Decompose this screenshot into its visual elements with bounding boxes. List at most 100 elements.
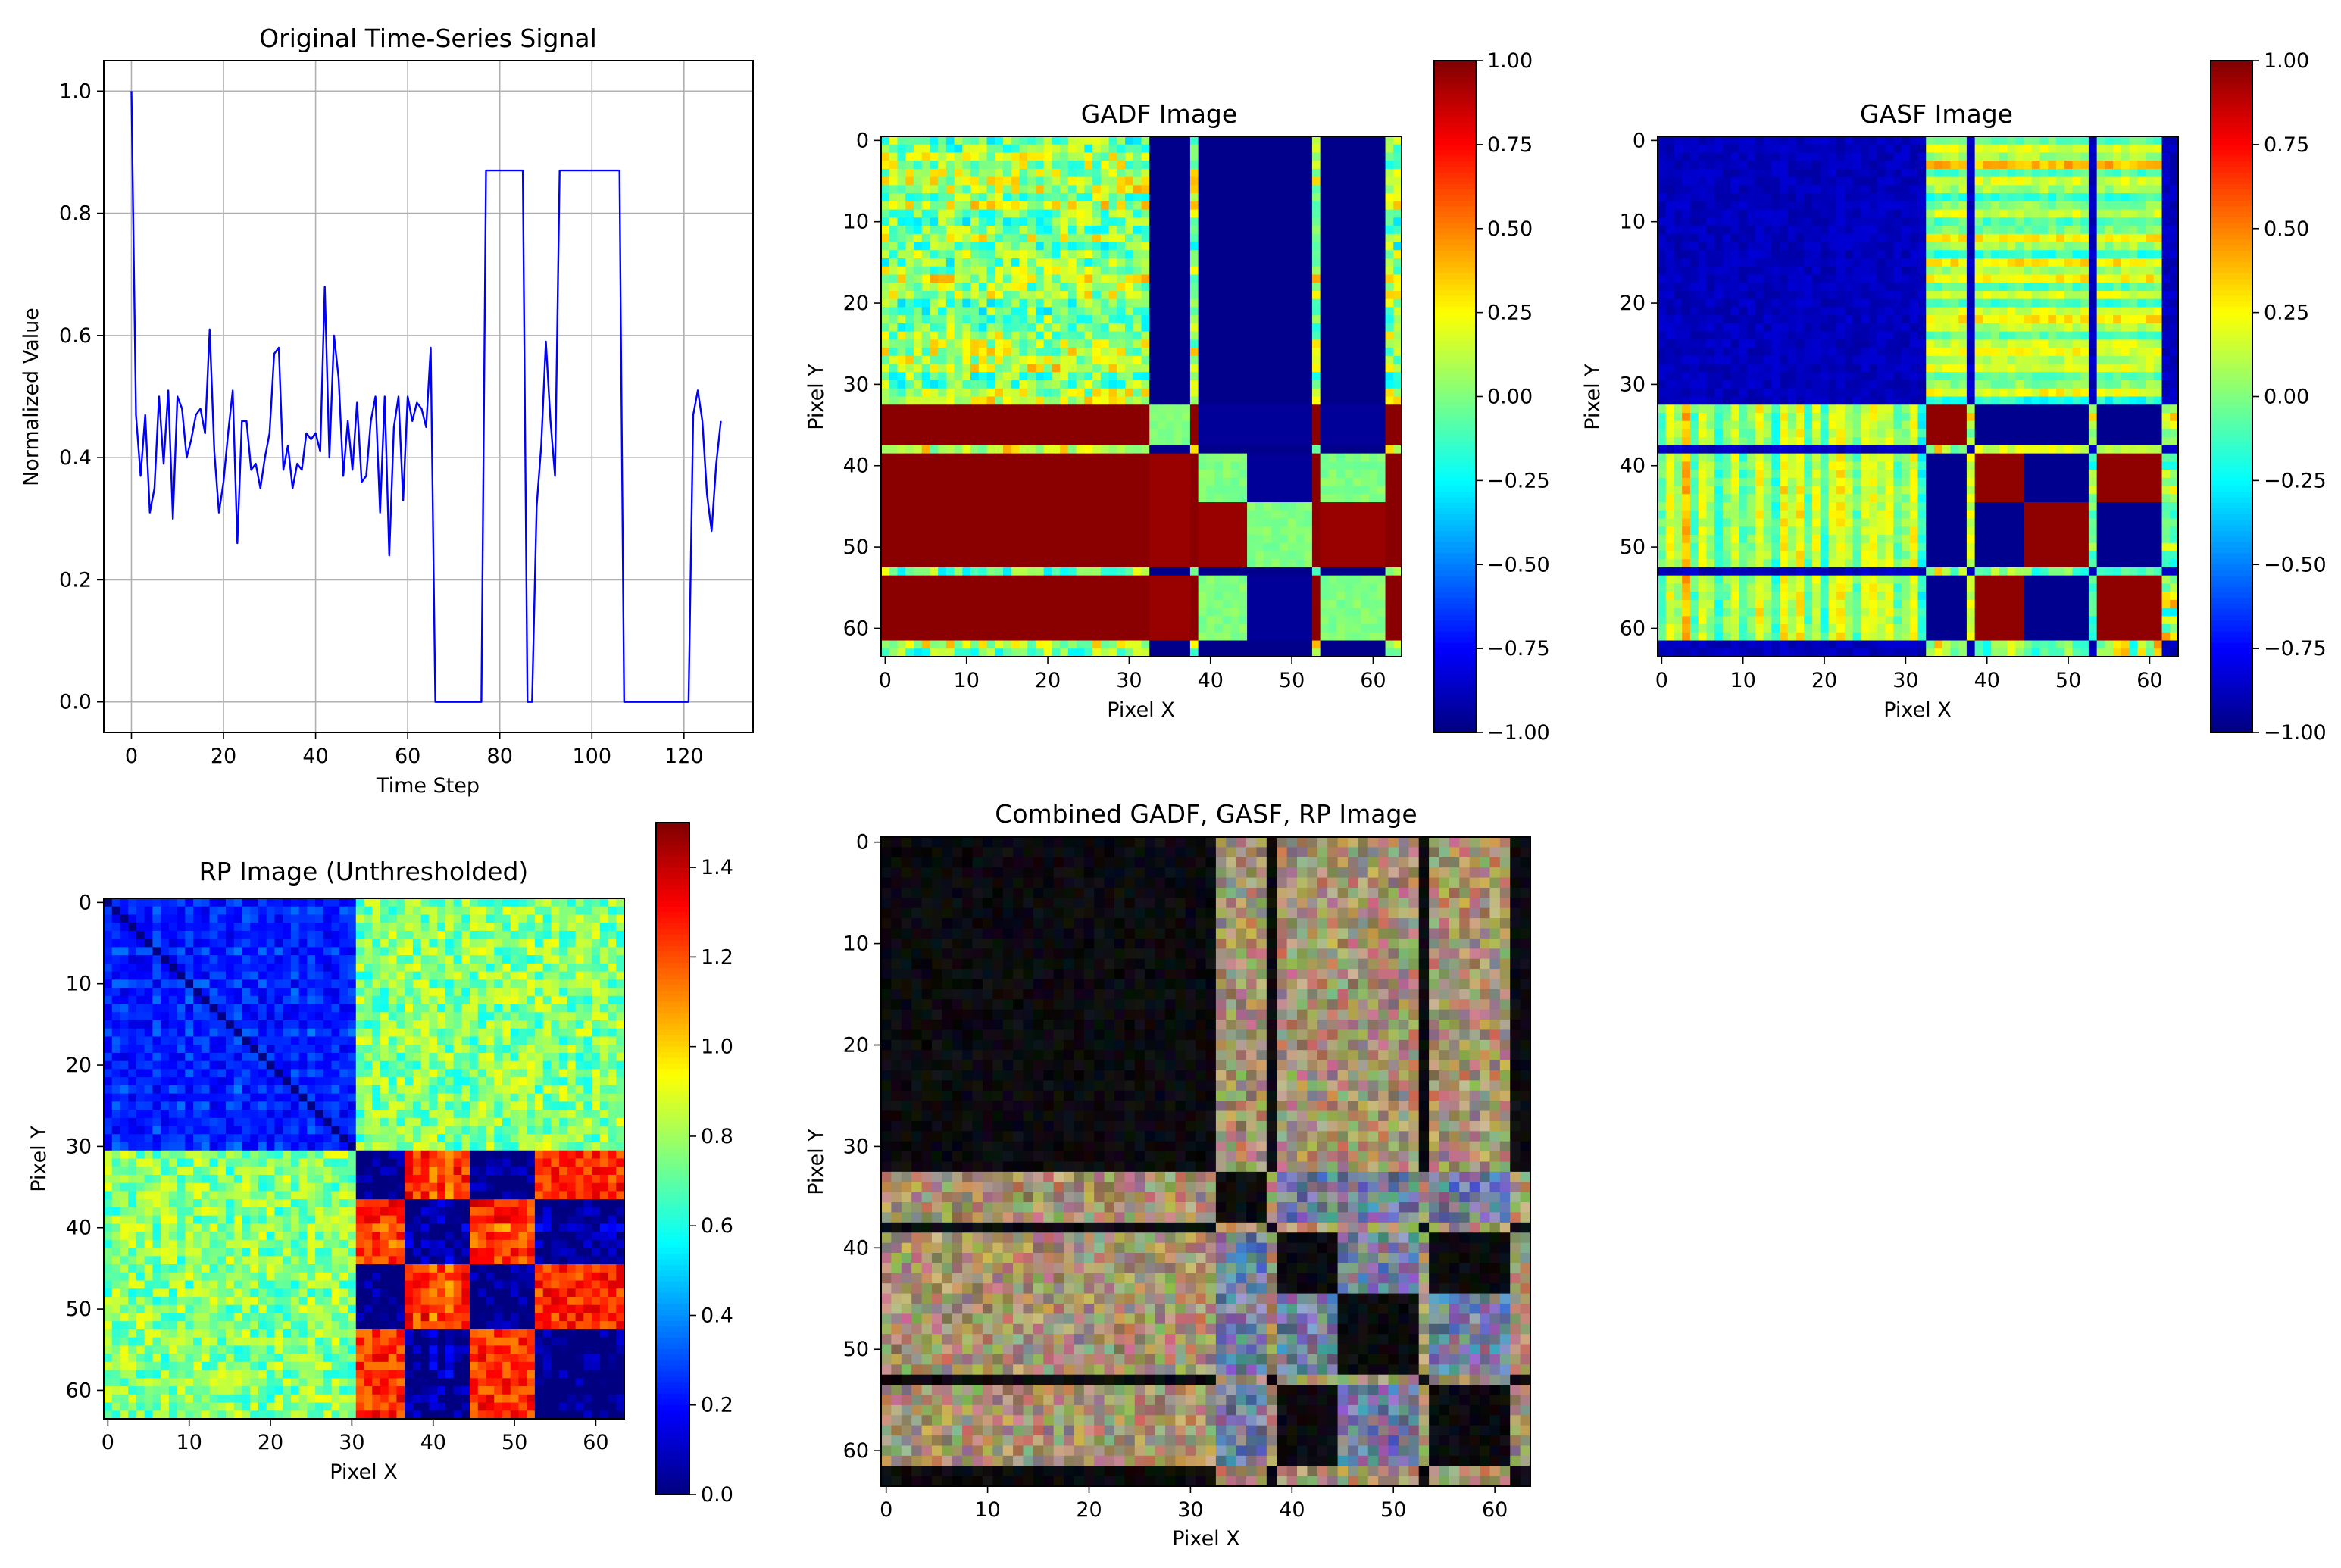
gadf-cell bbox=[1214, 201, 1223, 210]
gadf-cell bbox=[938, 348, 946, 356]
gadf-cell bbox=[1182, 421, 1190, 429]
gadf-cell bbox=[962, 454, 970, 462]
gadf-cell bbox=[1182, 332, 1190, 340]
gadf-cell bbox=[1377, 136, 1386, 145]
gadf-cell bbox=[1223, 364, 1231, 373]
gadf-cell bbox=[1077, 283, 1085, 291]
gadf-cell bbox=[1084, 274, 1092, 283]
gadf-cell bbox=[955, 486, 963, 495]
gadf-cell bbox=[1166, 161, 1174, 169]
gadf-cell bbox=[889, 494, 898, 502]
gadf-cell bbox=[1214, 478, 1223, 486]
gadf-cell bbox=[1174, 624, 1182, 633]
gadf-cell bbox=[1101, 397, 1109, 405]
gadf-cell bbox=[1166, 217, 1174, 226]
gadf-cell bbox=[1044, 641, 1052, 649]
gadf-cell bbox=[1304, 161, 1312, 169]
gadf-cell bbox=[1199, 511, 1207, 519]
gadf-cell bbox=[1312, 633, 1321, 641]
gadf-cell bbox=[1149, 152, 1158, 161]
gasf-cell bbox=[2040, 145, 2049, 153]
gadf-cell bbox=[1092, 339, 1101, 348]
gadf-cell bbox=[1239, 600, 1247, 608]
gadf-cell bbox=[938, 445, 946, 454]
gadf-cell bbox=[1296, 511, 1304, 519]
gadf-cell bbox=[938, 177, 946, 186]
gadf-cell bbox=[1027, 470, 1036, 478]
gadf-cell bbox=[1027, 526, 1036, 535]
gadf-cell bbox=[1304, 315, 1312, 323]
gadf-cell bbox=[1052, 551, 1060, 559]
gadf-cell bbox=[930, 502, 938, 511]
gadf-cell bbox=[1321, 616, 1329, 624]
gadf-cell bbox=[946, 616, 955, 624]
gasf-cell bbox=[1934, 193, 1942, 201]
gadf-cell bbox=[1223, 274, 1231, 283]
gasf-cell bbox=[2089, 152, 2097, 161]
gadf-cell bbox=[1109, 372, 1117, 380]
gasf-cell bbox=[1869, 152, 1877, 161]
gadf-cell bbox=[1133, 454, 1142, 462]
gadf-cell bbox=[1393, 299, 1402, 308]
gadf-cell bbox=[1386, 250, 1394, 258]
gadf-cell bbox=[1223, 648, 1231, 657]
gadf-cell bbox=[1336, 152, 1345, 161]
gadf-cell bbox=[1328, 526, 1336, 535]
gadf-cell bbox=[1125, 193, 1133, 201]
gasf-cell bbox=[1845, 217, 1853, 226]
gasf-cell bbox=[1918, 169, 1927, 177]
gadf-cell bbox=[1077, 567, 1085, 576]
gadf-cell bbox=[1158, 274, 1166, 283]
gadf-cell bbox=[1060, 169, 1068, 177]
gadf-cell bbox=[1084, 624, 1092, 633]
gasf-cell bbox=[2072, 193, 2080, 201]
gadf-cell bbox=[962, 608, 970, 617]
gasf-cell bbox=[1706, 136, 1714, 145]
gadf-cell bbox=[1077, 145, 1085, 153]
gasf-cell bbox=[2121, 136, 2130, 145]
gadf-cell bbox=[1174, 136, 1182, 145]
gasf-cell bbox=[1699, 210, 1707, 218]
gasf-cell bbox=[1821, 136, 1829, 145]
gadf-cell bbox=[1280, 486, 1288, 495]
gadf-cell bbox=[1296, 307, 1304, 315]
gadf-cell bbox=[1158, 616, 1166, 624]
gadf-cell bbox=[1092, 364, 1101, 373]
gadf-cell bbox=[1199, 372, 1207, 380]
gadf-cell bbox=[1044, 502, 1052, 511]
gadf-cell bbox=[979, 404, 987, 413]
gadf-cell bbox=[1239, 356, 1247, 364]
gadf-cell bbox=[1288, 624, 1296, 633]
gadf-cell bbox=[1149, 210, 1158, 218]
gadf-cell bbox=[922, 201, 930, 210]
gadf-cell bbox=[897, 315, 905, 323]
gadf-cell bbox=[1182, 543, 1190, 551]
gadf-cell bbox=[1214, 185, 1223, 193]
gadf-cell bbox=[889, 454, 898, 462]
gadf-cell bbox=[1044, 161, 1052, 169]
gadf-cell bbox=[1369, 136, 1377, 145]
gadf-cell bbox=[1361, 576, 1369, 584]
gadf-cell bbox=[1255, 258, 1264, 267]
gadf-cell bbox=[1288, 274, 1296, 283]
gadf-cell bbox=[1174, 339, 1182, 348]
gadf-cell bbox=[1027, 307, 1036, 315]
gadf-cell bbox=[1247, 421, 1255, 429]
gadf-cell bbox=[1011, 421, 1020, 429]
gadf-cell bbox=[1003, 380, 1011, 389]
gadf-cell bbox=[1166, 633, 1174, 641]
gadf-cell bbox=[1336, 380, 1345, 389]
gadf-cell bbox=[1206, 380, 1214, 389]
gadf-cell bbox=[905, 226, 914, 234]
gasf-cell bbox=[2162, 185, 2171, 193]
gadf-cell bbox=[1345, 494, 1353, 502]
gadf-cell bbox=[1353, 551, 1361, 559]
gadf-cell bbox=[1158, 397, 1166, 405]
gadf-cell bbox=[922, 413, 930, 421]
gadf-cell bbox=[962, 648, 970, 657]
gadf-cell bbox=[1011, 185, 1020, 193]
gadf-cell bbox=[970, 274, 979, 283]
gasf-cell bbox=[1780, 161, 1788, 169]
gadf-cell bbox=[962, 576, 970, 584]
